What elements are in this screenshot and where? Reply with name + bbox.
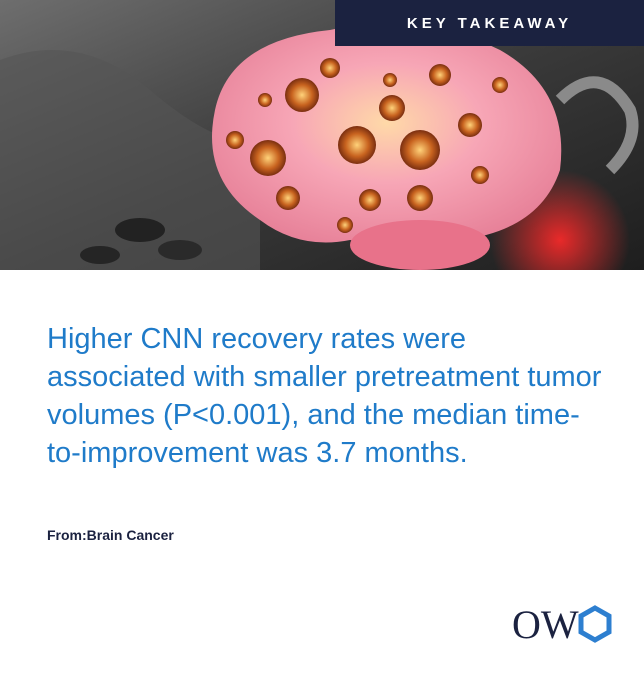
logo-text: OW (512, 602, 579, 647)
source-name: Brain Cancer (86, 527, 174, 543)
logo: OW (512, 602, 612, 647)
badge: KEY TAKEAWAY (335, 0, 644, 46)
source: From:Brain Cancer (47, 527, 174, 543)
logo-hexagon (578, 605, 612, 643)
source-label: From: (47, 527, 87, 543)
headline: Higher CNN recovery rates were associate… (47, 323, 602, 469)
